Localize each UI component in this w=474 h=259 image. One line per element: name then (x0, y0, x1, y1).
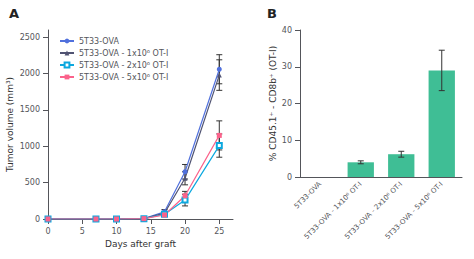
svg-text:10: 10 (111, 227, 121, 236)
svg-text:A: A (9, 6, 19, 21)
svg-text:5T33-OVA: 5T33-OVA (79, 37, 119, 46)
svg-text:500: 500 (25, 178, 40, 187)
svg-text:20: 20 (180, 227, 190, 236)
svg-text:10: 10 (282, 136, 292, 145)
svg-text:2000: 2000 (20, 69, 40, 78)
svg-text:15: 15 (146, 227, 156, 236)
svg-text:5T33-OVA: 5T33-OVA (293, 180, 323, 210)
svg-text:5T33-OVA - 1x10⁶ OT-I: 5T33-OVA - 1x10⁶ OT-I (302, 180, 364, 241)
svg-text:0: 0 (45, 227, 50, 236)
svg-text:5T33-OVA - 5x10⁶ OT-I: 5T33-OVA - 5x10⁶ OT-I (384, 180, 445, 241)
svg-text:Tumor volume (mm³): Tumor volume (mm³) (5, 77, 15, 173)
svg-text:0: 0 (287, 173, 292, 182)
svg-text:5T33-OVA - 1x10⁶ OT-I: 5T33-OVA - 1x10⁶ OT-I (79, 49, 168, 58)
svg-text:1000: 1000 (20, 142, 40, 151)
svg-text:B: B (267, 6, 277, 21)
svg-text:0: 0 (35, 215, 40, 224)
svg-text:20: 20 (282, 99, 292, 108)
svg-text:1500: 1500 (20, 105, 40, 114)
svg-text:5: 5 (80, 227, 85, 236)
svg-text:30: 30 (282, 62, 292, 71)
svg-text:5T33-OVA - 2x10⁶ OT-I: 5T33-OVA - 2x10⁶ OT-I (79, 61, 168, 70)
svg-text:2500: 2500 (20, 33, 40, 42)
svg-text:40: 40 (282, 26, 292, 35)
svg-text:25: 25 (214, 227, 224, 236)
svg-text:Days after graft: Days after graft (105, 239, 176, 249)
svg-text:5T33-OVA - 5x10⁶ OT-I: 5T33-OVA - 5x10⁶ OT-I (79, 73, 168, 82)
svg-text:5T33-OVA - 2x10⁶ OT-I: 5T33-OVA - 2x10⁶ OT-I (343, 180, 405, 241)
svg-text:% CD45.1⁺ - CD8b⁺ (OT-I): % CD45.1⁺ - CD8b⁺ (OT-I) (268, 46, 278, 161)
